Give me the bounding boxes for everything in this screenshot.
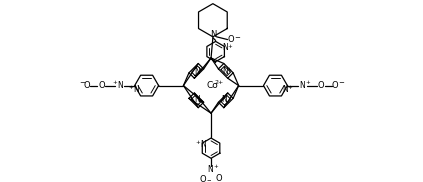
- Text: Co: Co: [206, 81, 218, 90]
- Text: O: O: [332, 81, 338, 90]
- Text: N: N: [134, 85, 139, 94]
- Text: N: N: [222, 67, 228, 76]
- Text: +: +: [112, 80, 117, 85]
- Text: N: N: [117, 81, 123, 90]
- Text: N: N: [194, 67, 200, 76]
- Text: N: N: [221, 95, 227, 104]
- Text: −: −: [79, 80, 85, 86]
- Text: +: +: [288, 85, 293, 90]
- Text: O: O: [317, 81, 324, 90]
- Text: N: N: [222, 43, 228, 52]
- Text: N: N: [207, 165, 213, 174]
- Text: +: +: [129, 85, 133, 90]
- Text: O: O: [200, 175, 206, 182]
- Text: +: +: [213, 164, 218, 169]
- Text: N: N: [299, 81, 305, 90]
- Text: N: N: [210, 30, 216, 39]
- Text: +: +: [226, 68, 231, 72]
- Text: +: +: [198, 99, 203, 104]
- Text: N: N: [200, 140, 206, 149]
- Text: O: O: [215, 174, 222, 182]
- Text: N: N: [194, 95, 200, 104]
- Text: -: -: [226, 99, 229, 105]
- Text: +: +: [305, 80, 310, 85]
- Text: O: O: [83, 81, 90, 90]
- Text: N: N: [283, 85, 288, 94]
- Text: +: +: [198, 68, 203, 72]
- Text: 2+: 2+: [215, 80, 224, 85]
- Text: −: −: [234, 35, 240, 41]
- Text: +: +: [227, 44, 232, 50]
- Text: −: −: [338, 80, 344, 86]
- Text: −: −: [206, 177, 211, 182]
- Text: +: +: [196, 140, 201, 145]
- Text: O: O: [98, 81, 105, 90]
- Text: O: O: [228, 35, 235, 44]
